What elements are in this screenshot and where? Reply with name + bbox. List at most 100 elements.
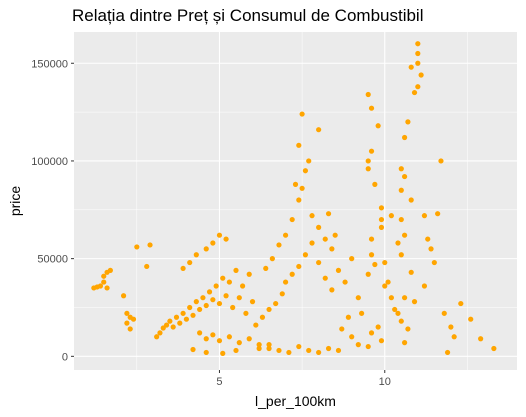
data-point [415,50,421,57]
data-point [395,240,401,246]
x-tick-label: 5 [216,376,222,388]
y-tick-label: 50000 [37,254,68,266]
data-point [236,340,242,346]
data-point [309,240,315,246]
data-point [395,310,401,316]
data-point [154,334,160,340]
data-point [210,297,216,303]
data-point [378,224,385,230]
data-point [316,349,322,356]
data-point [233,267,239,273]
plot-panel [74,32,517,370]
data-point [335,347,342,354]
data-point [296,343,302,350]
data-point [322,236,328,242]
data-point [101,273,107,279]
data-point [223,293,229,299]
data-point [130,316,137,322]
data-point [193,299,199,305]
data-point [170,324,176,330]
data-point [173,314,180,320]
data-point [124,310,130,316]
data-point [372,181,378,187]
data-point [329,246,335,252]
data-point [415,41,421,47]
data-point [292,181,299,187]
data-point [187,304,193,311]
data-point [441,310,447,316]
data-point [398,252,404,258]
data-point [263,265,269,272]
data-point [368,148,375,154]
data-point [246,271,252,277]
data-point [183,316,190,322]
data-point [401,295,408,301]
data-point [368,330,375,336]
data-point [210,332,216,338]
data-point [408,197,414,203]
data-point [478,336,484,342]
data-point [448,324,454,330]
data-point [180,310,186,316]
data-point [355,295,361,301]
data-point [306,347,312,354]
data-point [368,105,375,111]
data-point [259,314,266,320]
data-point [428,246,434,252]
data-point [266,306,272,313]
data-point [458,300,464,307]
data-point [425,236,431,242]
data-point [385,279,391,285]
data-point [451,334,457,340]
chart-title: Relația dintre Preț și Consumul de Combu… [72,6,424,25]
data-point [398,187,404,193]
data-point [200,295,206,301]
data-point [468,316,474,322]
data-point [401,232,408,238]
data-point [233,347,239,354]
data-point [276,347,282,354]
data-point [335,267,342,273]
data-point [408,64,414,70]
data-point [266,345,272,352]
data-point [296,197,302,203]
data-point [306,158,312,164]
data-point [378,216,385,223]
data-point [431,259,437,266]
data-point [401,173,408,180]
data-point [398,166,404,172]
data-point [491,345,497,352]
x-tick-label: 10 [379,376,391,388]
data-point [325,345,332,352]
data-point [415,60,421,66]
data-point [325,211,332,217]
data-point [355,342,361,348]
data-point [236,295,242,301]
data-point [286,349,292,356]
data-point [147,242,153,248]
data-point [282,279,289,285]
data-point [163,322,170,328]
grid-minor [74,32,517,370]
data-point [365,91,371,98]
data-point [411,89,418,96]
y-tick-label: 0 [62,351,68,363]
data-point [296,263,302,270]
data-point [177,320,183,326]
data-point [216,338,223,344]
data-point [282,232,289,238]
data-point [322,275,328,281]
data-point [421,213,428,219]
data-point [180,265,186,272]
data-point [332,232,338,238]
data-point [246,336,252,342]
data-point [339,326,345,332]
data-point [240,283,246,289]
data-point [405,326,411,332]
data-point [216,232,223,238]
data-point [316,127,322,133]
data-point [249,299,256,305]
data-point [167,318,173,324]
